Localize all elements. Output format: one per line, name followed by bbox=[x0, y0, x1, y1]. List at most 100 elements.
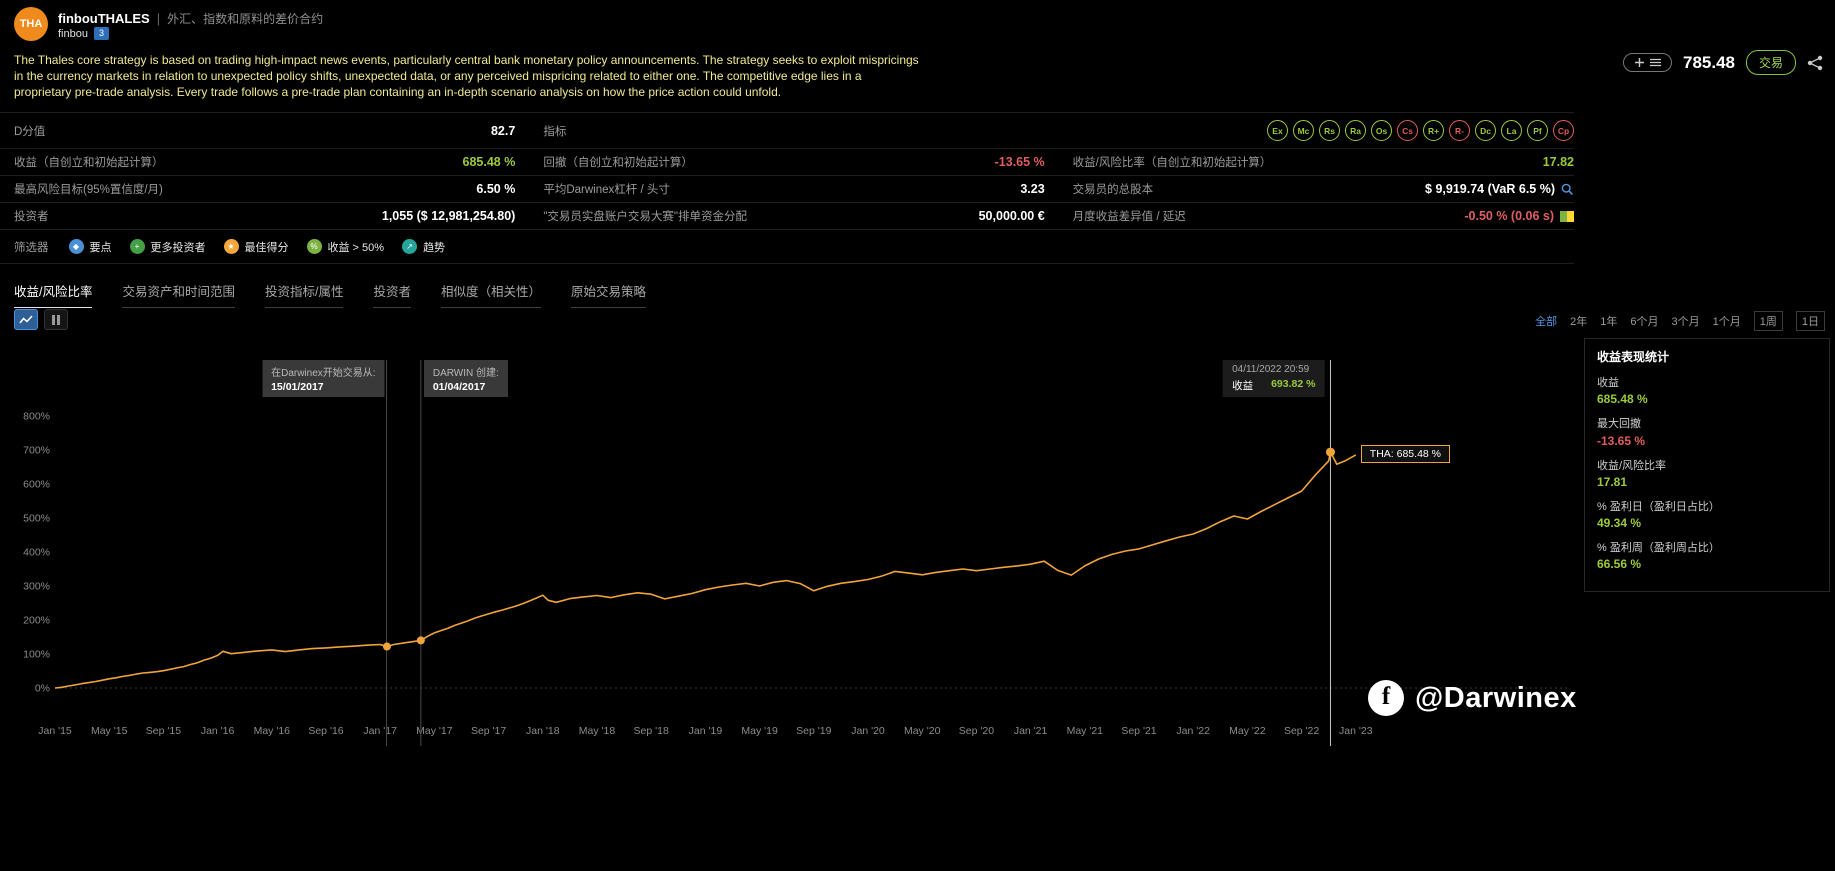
range-6m[interactable]: 6个月 bbox=[1630, 316, 1659, 328]
bar-chart-icon bbox=[52, 314, 60, 325]
svg-text:800%: 800% bbox=[23, 411, 50, 423]
tab-underlying-strategy[interactable]: 原始交易策略 bbox=[571, 281, 647, 308]
tab-return-risk[interactable]: 收益/风险比率 bbox=[14, 281, 93, 308]
svg-text:May '22: May '22 bbox=[1229, 725, 1266, 737]
trend-icon: ↗ bbox=[402, 239, 418, 254]
filter-chip-more-investors[interactable]: + 更多投资者 bbox=[129, 239, 206, 255]
chart-crosshair-tooltip: 04/11/2022 20:59 收益 693.82 % bbox=[1223, 360, 1325, 397]
drawdown-cell: 回撤（自创立和初始起计算） -13.65 % bbox=[543, 154, 1044, 170]
equity-label: 交易员的总股本 bbox=[1072, 184, 1154, 196]
indicator-badge-ra[interactable]: Ra bbox=[1345, 120, 1366, 141]
provider-name[interactable]: finbou bbox=[58, 27, 88, 40]
filter-chip-trend[interactable]: ↗ 趋势 bbox=[402, 239, 445, 255]
return-value: 685.48 % bbox=[462, 155, 516, 169]
equity-value: $ 9,919.74 (VaR 6.5 %) bbox=[1425, 182, 1555, 196]
indicator-badge-cs[interactable]: Cs bbox=[1397, 120, 1418, 141]
tab-correlation[interactable]: 相似度（相关性） bbox=[441, 281, 542, 308]
svg-text:500%: 500% bbox=[23, 513, 50, 525]
range-3m[interactable]: 3个月 bbox=[1671, 316, 1700, 328]
tooltip-date: 04/11/2022 20:59 bbox=[1232, 364, 1310, 375]
darwin-avatar: THA bbox=[14, 7, 48, 41]
annotation-date: 01/04/2017 bbox=[432, 381, 486, 393]
indicator-badge-rminus[interactable]: R- bbox=[1449, 120, 1470, 141]
indicator-badges: Ex Mc Rs Ra Os Cs R+ R- Dc La Pf Cp bbox=[1073, 120, 1574, 141]
range-1m[interactable]: 1个月 bbox=[1712, 316, 1741, 328]
share-button[interactable] bbox=[1807, 55, 1823, 71]
range-1w[interactable]: 1周 bbox=[1753, 311, 1783, 331]
zoom-icon[interactable] bbox=[1561, 183, 1574, 196]
range-2y[interactable]: 2年 bbox=[1570, 316, 1588, 328]
svg-text:Sep '17: Sep '17 bbox=[471, 725, 506, 737]
svg-text:Jan '22: Jan '22 bbox=[1176, 725, 1210, 737]
darwin-category: 外汇、指数和原料的差价合约 bbox=[167, 12, 324, 26]
filter-chip-best-score[interactable]: ★ 最佳得分 bbox=[223, 239, 289, 255]
svg-text:May '16: May '16 bbox=[254, 725, 291, 737]
provider-badge: 3 bbox=[93, 27, 109, 40]
sidebar-stat-return-risk: 收益/风险比率 17.81 bbox=[1597, 459, 1667, 489]
svg-text:Sep '18: Sep '18 bbox=[634, 725, 669, 737]
leverage-cell: 平均Darwinex杠杆 / 头寸 3.23 bbox=[543, 181, 1044, 197]
sidebar-stat-winning-days: % 盈利日（盈利日占比） 49.34 % bbox=[1597, 500, 1720, 531]
indicator-badge-rplus[interactable]: R+ bbox=[1423, 120, 1444, 141]
chart-annotation-darwin-created: DARWIN 创建: 01/04/2017 bbox=[423, 360, 508, 397]
tooltip-series-label: 收益 bbox=[1232, 380, 1254, 392]
watermark: f @Darwinex bbox=[1368, 680, 1577, 716]
more-investors-icon: + bbox=[129, 239, 145, 254]
watermark-handle: @Darwinex bbox=[1415, 681, 1577, 714]
range-1d[interactable]: 1日 bbox=[1795, 311, 1825, 331]
dscore-value: 82.7 bbox=[490, 123, 516, 138]
svg-text:Jan '17: Jan '17 bbox=[363, 725, 397, 737]
strategy-description: The Thales core strategy is based on tra… bbox=[14, 53, 919, 100]
svg-text:Jan '21: Jan '21 bbox=[1014, 725, 1048, 737]
indicator-badge-dc[interactable]: Dc bbox=[1475, 120, 1496, 141]
filter-chip-return-50[interactable]: % 收益 > 50% bbox=[306, 239, 384, 255]
svg-text:Jan '16: Jan '16 bbox=[201, 725, 235, 737]
performance-chart[interactable]: 0% 100% 200% 300% 400% 500% 600% 700% 800% Jan '1… bbox=[0, 354, 1580, 754]
list-icon bbox=[1649, 58, 1661, 67]
title-row: finbouTHALES | 外汇、指数和原料的差价合约 bbox=[58, 10, 323, 27]
annotation-date: 15/01/2017 bbox=[271, 381, 324, 393]
bar-chart-button[interactable] bbox=[44, 309, 68, 330]
svg-text:Jan '23: Jan '23 bbox=[1339, 725, 1373, 737]
stats-row-investors: 投资者 1,055 ($ 12,981,254.80) "交易员实盘账户交易大赛… bbox=[0, 203, 1574, 230]
investors-value: 1,055 ($ 12,981,254.80) bbox=[381, 209, 516, 223]
indicator-badge-pf[interactable]: Pf bbox=[1527, 120, 1548, 141]
chart-last-value-label: THA: 685.48 % bbox=[1360, 444, 1450, 463]
filters-label: 筛选器 bbox=[14, 241, 49, 254]
trade-button[interactable]: 交易 bbox=[1745, 50, 1796, 75]
svg-text:Jan '18: Jan '18 bbox=[526, 725, 560, 737]
add-watchlist-button[interactable] bbox=[1622, 53, 1672, 72]
filter-chip-essentials[interactable]: ◆ 要点 bbox=[68, 239, 112, 255]
line-chart-button[interactable] bbox=[14, 309, 38, 330]
svg-text:May '17: May '17 bbox=[416, 725, 453, 737]
performance-chart-svg[interactable]: 0% 100% 200% 300% 400% 500% 600% 700% 800% Jan '1… bbox=[0, 354, 1580, 754]
chart-annotation-darwinex-start: 在Darwinex开始交易从: 15/01/2017 bbox=[262, 360, 385, 397]
tab-assets-timeframes[interactable]: 交易资产和时间范围 bbox=[122, 281, 235, 308]
darwinia-cell: "交易员实盘账户交易大赛"排单资金分配 50,000.00 € bbox=[543, 208, 1044, 224]
svg-text:Jan '19: Jan '19 bbox=[689, 725, 723, 737]
range-all[interactable]: 全部 bbox=[1535, 316, 1558, 328]
indicator-badge-ex[interactable]: Ex bbox=[1267, 120, 1288, 141]
divergence-cell: 月度收益差异值 / 延迟 -0.50 % (0.06 s) bbox=[1073, 208, 1574, 224]
svg-text:300%: 300% bbox=[23, 581, 50, 593]
range-1y[interactable]: 1年 bbox=[1600, 316, 1618, 328]
divergence-label: 月度收益差异值 / 延迟 bbox=[1072, 211, 1186, 223]
indicator-badge-cp[interactable]: Cp bbox=[1553, 120, 1574, 141]
indicator-badge-mc[interactable]: Mc bbox=[1293, 120, 1314, 141]
svg-text:Sep '16: Sep '16 bbox=[308, 725, 343, 737]
var-label: 最高风险目标(95%置信度/月) bbox=[14, 184, 163, 196]
return-50-icon: % bbox=[306, 239, 322, 254]
indicator-badge-os[interactable]: Os bbox=[1371, 120, 1392, 141]
tab-investors[interactable]: 投资者 bbox=[373, 281, 411, 308]
var-cell: 最高风险目标(95%置信度/月) 6.50 % bbox=[14, 181, 515, 197]
investors-label: 投资者 bbox=[14, 211, 49, 223]
return-label: 收益（自创立和初始起计算） bbox=[14, 157, 164, 169]
indicators-label-cell: 指标 bbox=[543, 123, 1044, 139]
dscore-cell: D分值 82.7 bbox=[14, 123, 515, 139]
darwin-symbol: THA bbox=[19, 18, 43, 30]
return-risk-label: 收益/风险比率（自创立和初始起计算） bbox=[1072, 157, 1272, 169]
flag-icon bbox=[1560, 210, 1574, 222]
indicator-badge-la[interactable]: La bbox=[1501, 120, 1522, 141]
tab-investment-attributes[interactable]: 投资指标/属性 bbox=[265, 281, 344, 308]
indicator-badge-rs[interactable]: Rs bbox=[1319, 120, 1340, 141]
